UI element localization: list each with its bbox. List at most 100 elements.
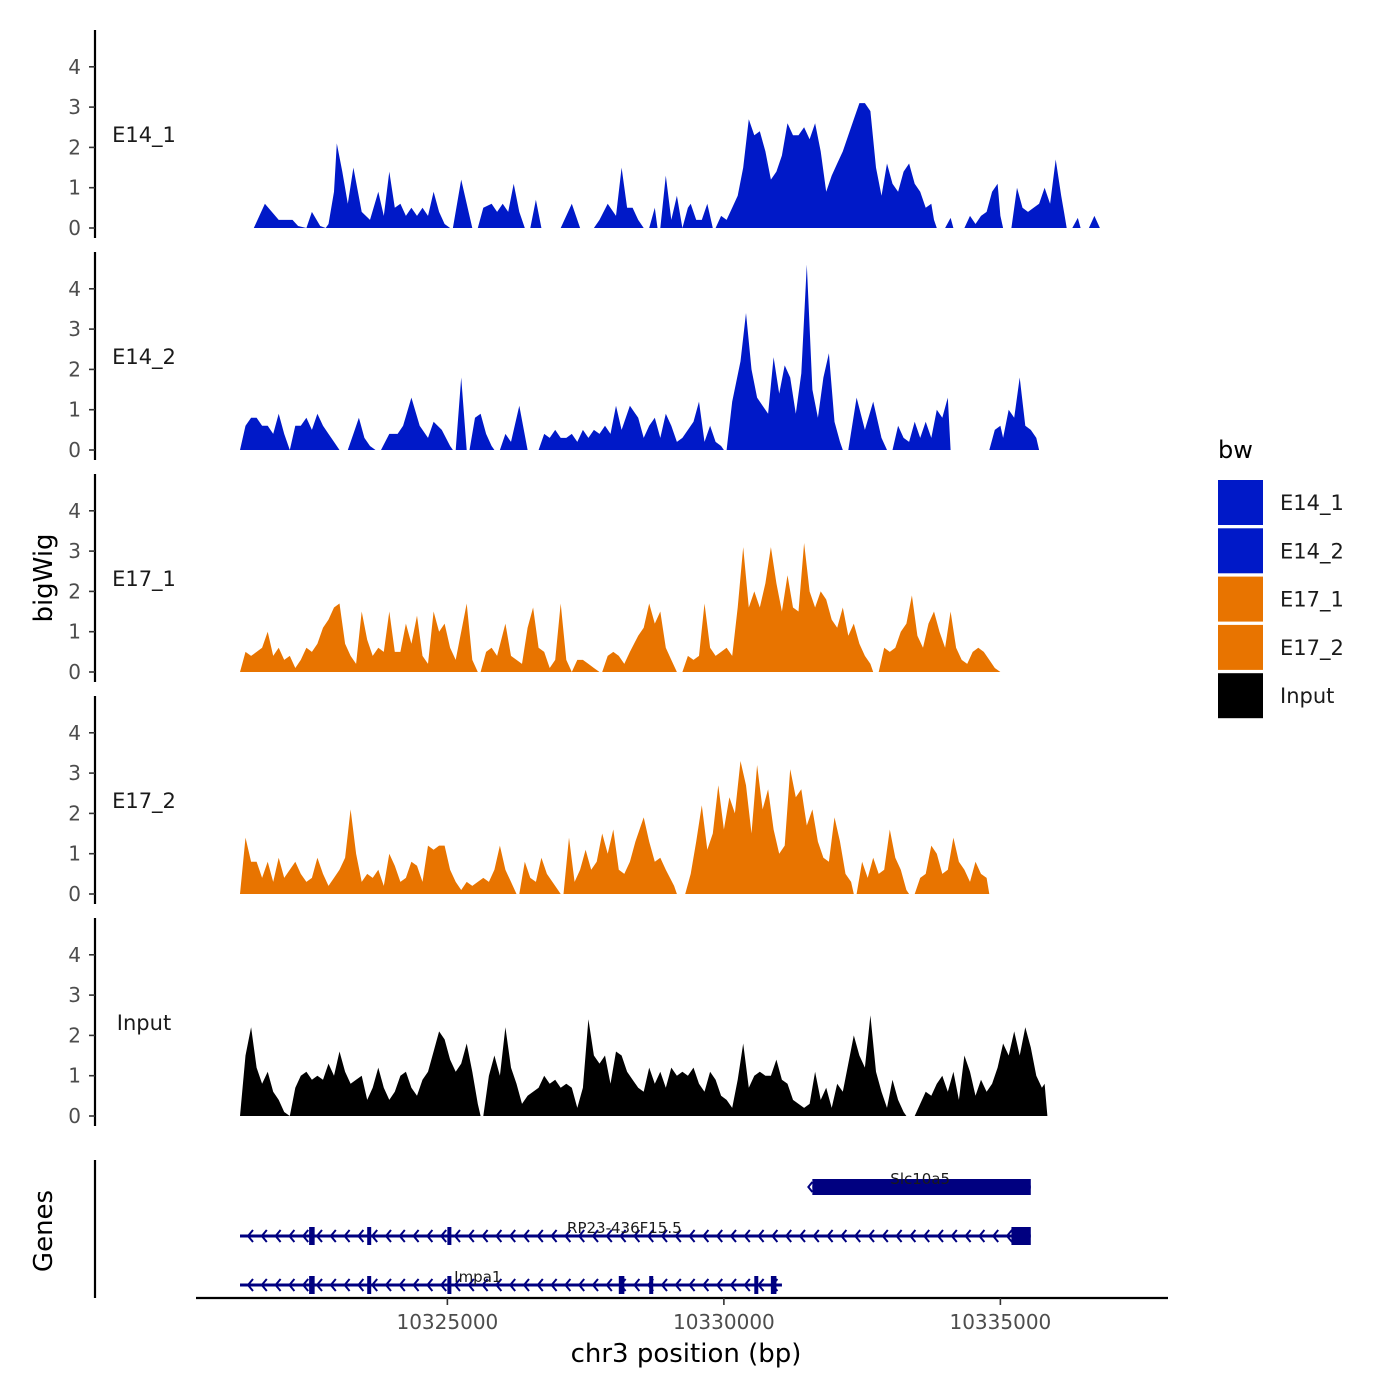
strand-arrow [950,1229,958,1243]
strand-arrow [633,1229,641,1243]
gene-exon [770,1276,777,1294]
strand-arrow [674,1229,682,1243]
x-tick-label: 10335000 [949,1310,1051,1334]
gene-impa1: Impa1 [240,1268,782,1294]
strand-arrow [329,1229,337,1243]
track-label: E14_2 [112,345,176,370]
genes-axis-title: Genes [29,1190,59,1272]
strand-arrow [867,1229,875,1243]
strand-arrow [660,1229,668,1243]
strand-arrow [729,1229,737,1243]
legend-item-e14_2: E14_2 [1218,528,1344,574]
strand-arrow [605,1229,613,1243]
strand-arrow [315,1278,323,1292]
y-tick-label: 3 [68,983,81,1007]
strand-arrow [909,1229,917,1243]
gene-exon [618,1276,625,1294]
legend-swatch [1218,624,1263,670]
x-axis: 10325000 10330000 10335000 [196,1296,1168,1334]
gene-exon [367,1227,372,1245]
strand-arrow [467,1229,475,1243]
strand-arrow [481,1229,489,1243]
y-tick-label: 4 [68,943,81,967]
strand-arrow [591,1229,599,1243]
coverage-area [240,543,1001,672]
legend-swatch [1218,673,1263,719]
strand-arrow [398,1278,406,1292]
y-tick-label: 1 [68,842,81,866]
strand-arrow [260,1229,268,1243]
strand-arrow [881,1229,889,1243]
y-tick-label: 4 [68,277,81,301]
gene-slc10a5: Slc10a5 [807,1170,1031,1195]
strand-arrow [688,1229,696,1243]
legend-item-e17_2: E17_2 [1218,624,1344,670]
strand-arrow [426,1229,434,1243]
y-tick-label: 1 [68,398,81,422]
legend-item-e14_1: E14_1 [1218,480,1344,525]
legend-item-e17_1: E17_1 [1218,576,1344,622]
y-axis-title: bigWig [29,533,59,622]
gene-exon [1011,1227,1031,1245]
legend-swatch [1218,576,1263,622]
strand-arrow [288,1278,296,1292]
strand-arrow [936,1229,944,1243]
strand-arrow [246,1278,254,1292]
coverage-area [240,1015,1048,1116]
track-panel-input: 0 1 2 3 4 Input [68,918,1048,1128]
strand-arrow [702,1229,710,1243]
strand-arrow [467,1278,475,1292]
strand-arrow [301,1278,309,1292]
track-label: E17_1 [112,567,176,592]
gene-label: RP23-436F15.5 [567,1219,682,1237]
strand-arrow [715,1229,723,1243]
strand-arrow [715,1278,723,1292]
gene-exon [812,1179,1031,1195]
legend-swatch [1218,480,1263,525]
track-panel-e17_2: 0 1 2 3 4 E17_2 [68,696,990,906]
y-tick-label: 4 [68,499,81,523]
gene-panel: Slc10a5 RP23-436F15.5 Impa1 [93,1160,1031,1298]
strand-arrow [619,1229,627,1243]
strand-arrow [439,1278,447,1292]
y-tick-label: 0 [68,660,81,684]
strand-arrow [826,1229,834,1243]
y-tick-label: 0 [68,882,81,906]
strand-arrow [343,1278,351,1292]
strand-arrow [757,1278,765,1292]
y-tick-label: 2 [68,1023,81,1047]
strand-arrow [577,1229,585,1243]
track-panel-e17_1: 0 1 2 3 4 E17_1 [68,474,1001,684]
strand-arrow [784,1229,792,1243]
strand-arrow [288,1229,296,1243]
track-label: Input [117,1011,171,1035]
legend-swatch [1218,528,1263,574]
y-tick-label: 3 [68,761,81,785]
strand-arrow [301,1229,309,1243]
strand-arrow [674,1278,682,1292]
strand-arrow [550,1229,558,1243]
gene-exon [754,1276,759,1294]
strand-arrow [840,1229,848,1243]
track-label: E14_1 [112,123,176,148]
coverage-area [253,103,1100,228]
coverage-area [240,761,990,894]
y-tick-label: 2 [68,579,81,603]
track-panels: 0 1 2 3 4 E14_1 0 1 2 3 4 E14_2 0 1 2 3 4 E17_1 0 1 2 3 4 E17_2… [68,30,1100,1128]
y-tick-label: 2 [68,357,81,381]
y-tick-label: 3 [68,95,81,119]
legend-label: E14_2 [1280,539,1344,564]
strand-arrow [260,1278,268,1292]
gene-rp23-436f15-5: RP23-436F15.5 [240,1219,1031,1245]
strand-arrow [426,1278,434,1292]
strand-arrow [370,1278,378,1292]
gene-exon [447,1276,452,1294]
strand-arrow [370,1229,378,1243]
legend-label: E17_1 [1280,588,1344,613]
strand-arrow [798,1229,806,1243]
strand-arrow [522,1229,530,1243]
strand-arrow [453,1278,461,1292]
strand-arrow [274,1278,282,1292]
legend-title: bw [1218,436,1253,464]
